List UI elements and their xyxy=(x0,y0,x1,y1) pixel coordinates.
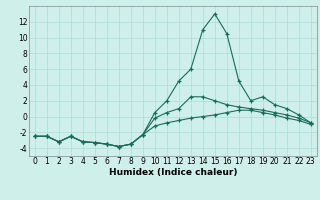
X-axis label: Humidex (Indice chaleur): Humidex (Indice chaleur) xyxy=(108,168,237,177)
